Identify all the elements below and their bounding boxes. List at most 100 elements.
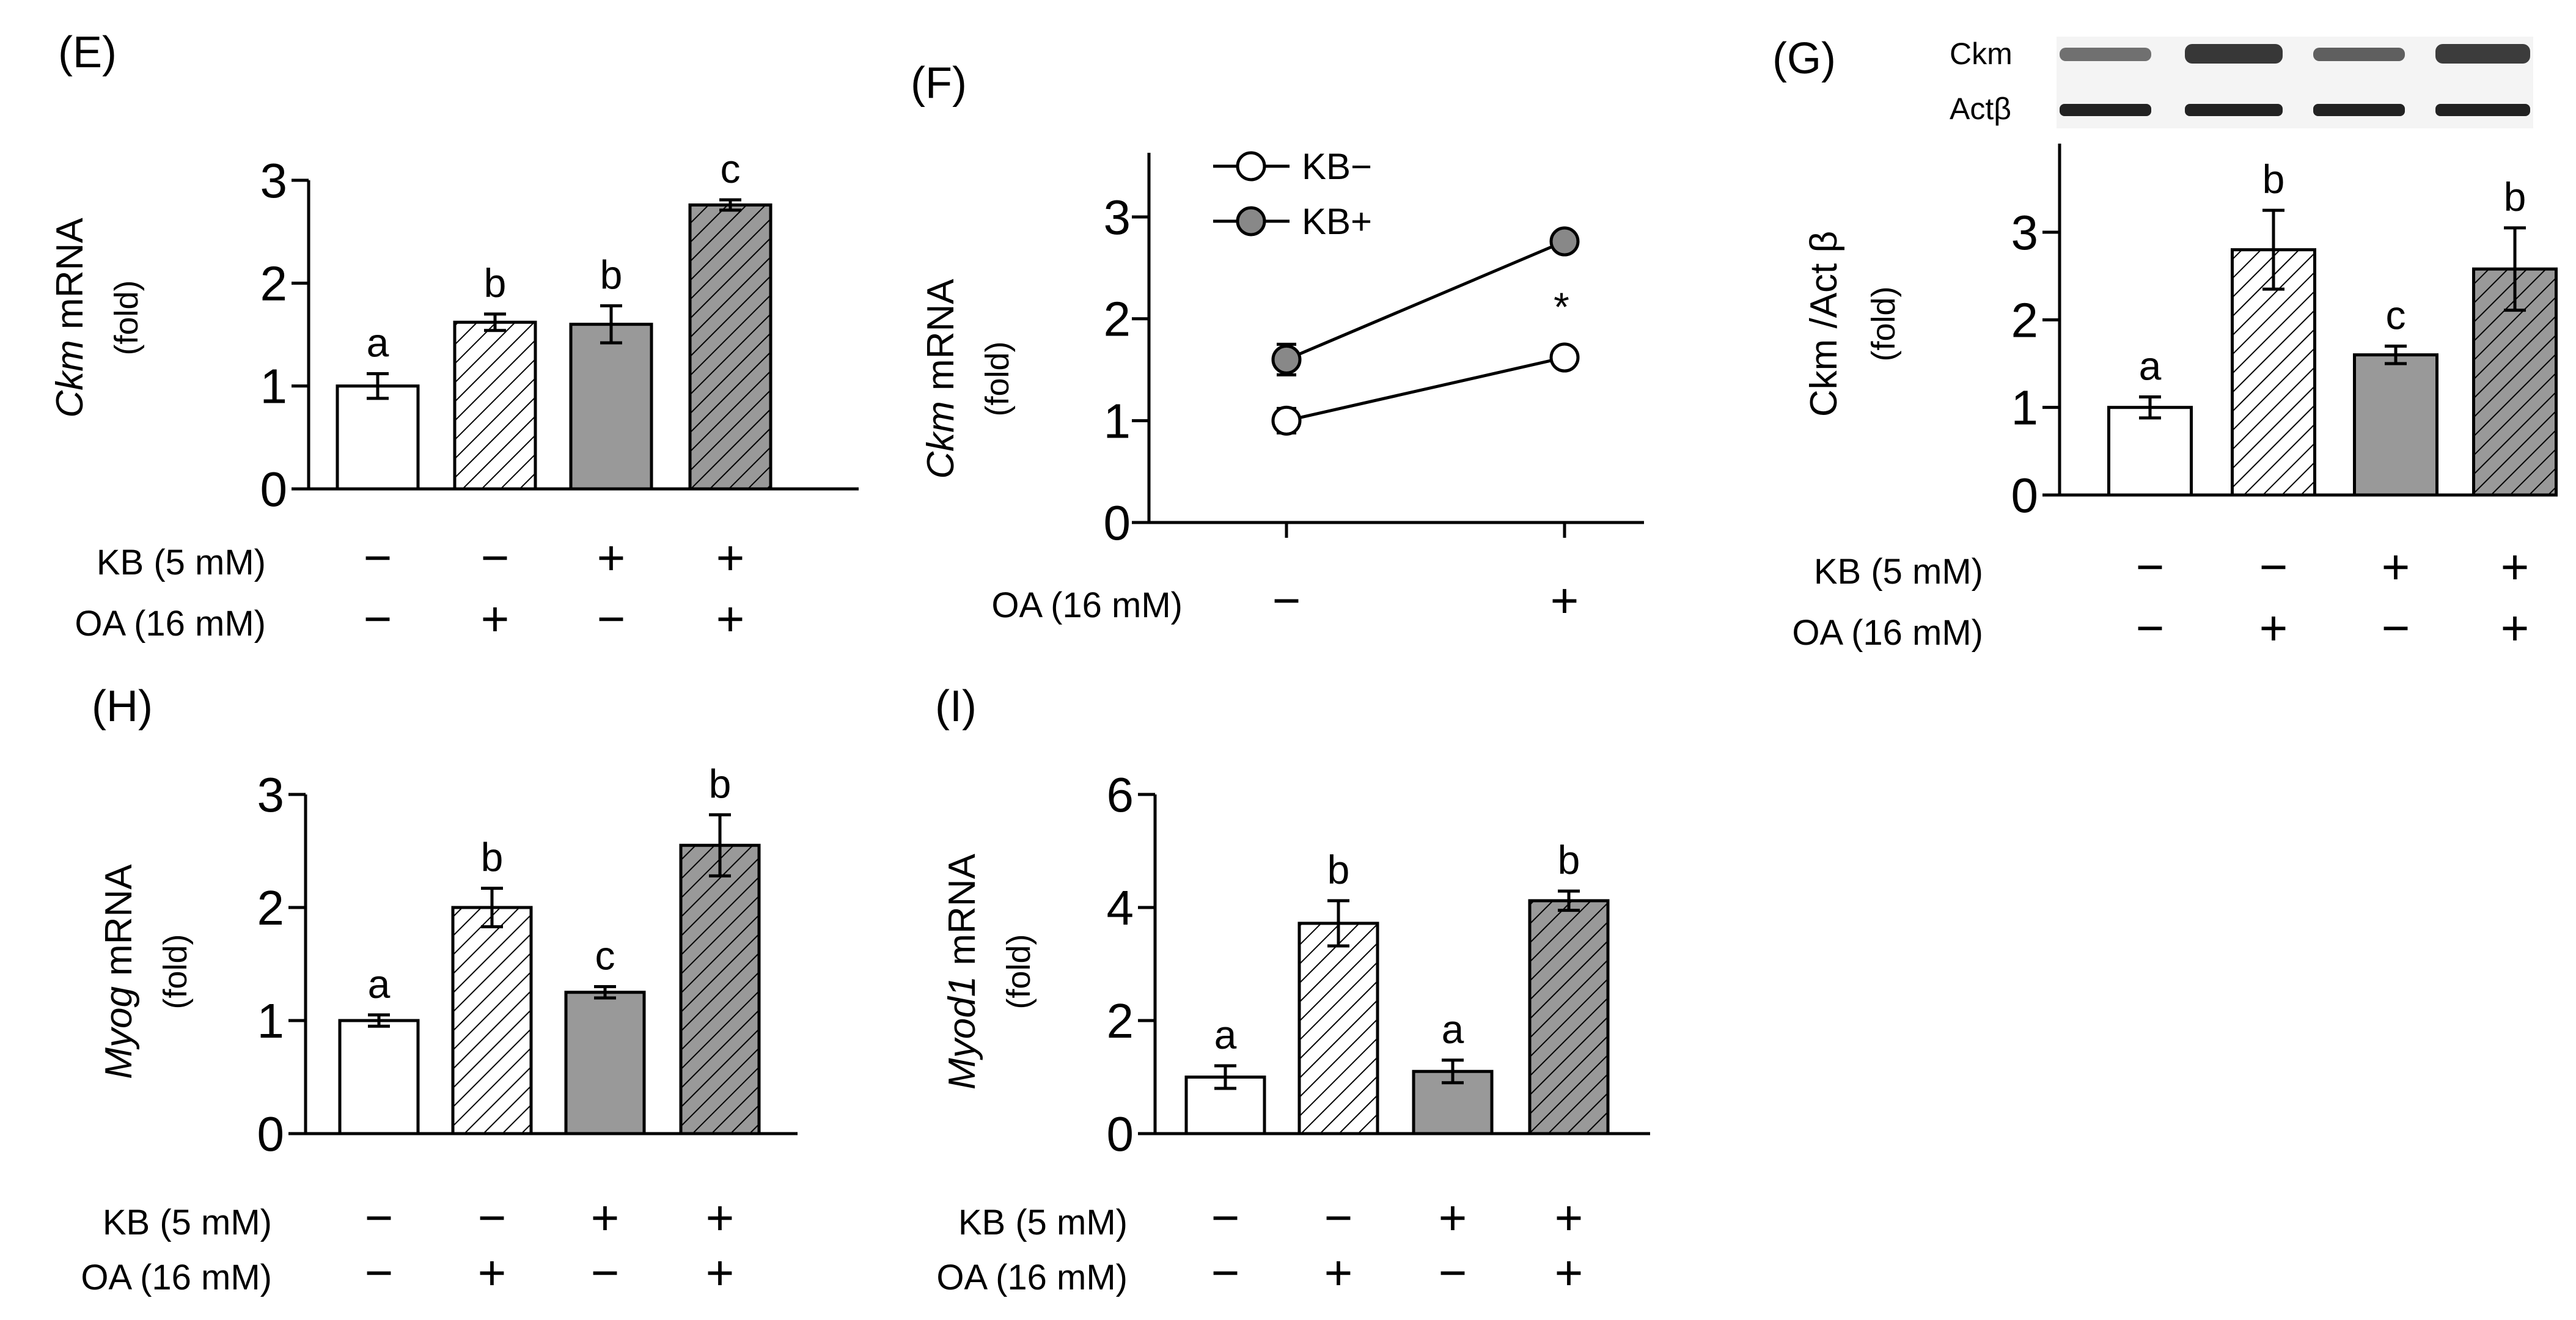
- panel-f: (F) Ckm mRNA (fold) 0 1 2 3 * KB− KB+ OA (1…: [911, 59, 1644, 628]
- panel-e-sig-letter-2: b: [484, 260, 507, 306]
- panel-g-kb-symbol-2: −: [2259, 540, 2288, 594]
- panel-h-ylabel-unit: (fold): [157, 934, 194, 1009]
- panel-g-oa-symbol-4: +: [2501, 601, 2530, 655]
- panel-i-kb-symbol-2: −: [1324, 1190, 1353, 1245]
- panel-f-point-2-2: [1549, 226, 1580, 257]
- panel-f-legend: KB− KB+: [1213, 146, 1372, 242]
- panel-i-oa-label: OA (16 mM): [936, 1258, 1128, 1297]
- panel-e-ytick-label-3: 3: [260, 153, 288, 208]
- panel-g-ytick-label-1: 1: [2011, 381, 2039, 435]
- panel-g-sig-letter-1: a: [2139, 343, 2162, 388]
- panel-h-errorbar-4: [709, 813, 731, 878]
- panel-h-ytick-label-2: 2: [257, 881, 285, 935]
- blot-label-ckm: Ckm: [1950, 37, 2013, 71]
- legend-kb-plus-marker: [1236, 206, 1266, 237]
- panel-i-kb-symbol-4: +: [1555, 1190, 1583, 1245]
- panel-e-bar-1: [336, 384, 420, 491]
- panel-h-ytick-label-0: 0: [257, 1107, 285, 1161]
- panel-g-oa-symbol-1: −: [2136, 601, 2165, 655]
- panel-f-series: [1271, 226, 1580, 436]
- panel-g-sig-letter-2: b: [2262, 156, 2285, 202]
- panel-i-bar-3: [1412, 1069, 1494, 1135]
- panel-f-point-1-1: [1271, 405, 1302, 436]
- panel-g-sig-letter-3: c: [2386, 292, 2406, 337]
- panel-e-sig-letter-1: a: [367, 320, 389, 365]
- panel-i-ytick-label-3: 6: [1107, 768, 1134, 822]
- panel-f-ylabel: Ckm mRNA: [920, 279, 962, 479]
- panel-i-errorbar-4: [1558, 889, 1580, 912]
- panel-h-oa-symbol-1: −: [365, 1245, 394, 1300]
- panel-f-point-1-2: [1549, 342, 1580, 373]
- panel-h-errorbar-3: [594, 985, 616, 1000]
- panel-i-kb-symbol-1: −: [1211, 1190, 1240, 1245]
- panel-f-ytick-label-3: 3: [1104, 190, 1131, 244]
- panel-g-oa-symbol-3: −: [2382, 601, 2410, 655]
- panel-e-ylabel-suffix: mRNA: [49, 218, 91, 340]
- panel-g-oa-symbol-2: +: [2259, 601, 2288, 655]
- panel-e-ylabel-unit: (fold): [108, 280, 145, 355]
- panel-h-ylabel-suffix: mRNA: [98, 864, 140, 986]
- panel-i-ylabel-suffix: mRNA: [941, 853, 983, 975]
- panel-g-bar-3: [2353, 353, 2438, 497]
- panel-h-oa-symbol-3: −: [591, 1245, 620, 1300]
- panel-g: (G) Ckm Actβ Ckm /Act β (fold) 0 1 2 3 a b c b…: [1772, 34, 2558, 655]
- panel-g-bars: a b c b: [2107, 156, 2558, 497]
- panel-h-kb-symbol-3: +: [591, 1190, 620, 1245]
- panel-g-ytick-label-2: 2: [2011, 293, 2039, 347]
- panel-g-kb-symbol-1: −: [2136, 540, 2165, 594]
- panel-e-oa-symbol-1: −: [364, 592, 392, 646]
- panel-i-sig-letter-2: b: [1327, 847, 1350, 892]
- panel-i-bars: a b a b: [1184, 837, 1610, 1135]
- svg-text:Ckm mRNA: Ckm mRNA: [920, 279, 962, 479]
- panel-h: (H) Myog mRNA (fold) 0 1 2 3 a b c b KB (5 mM)…: [81, 682, 798, 1300]
- panel-e-errorbar-1: [367, 372, 389, 400]
- svg-text:Myod1 mRNA: Myod1 mRNA: [941, 853, 983, 1090]
- panel-e-conditions: − − + + − + − +: [364, 530, 745, 646]
- panel-f-ytick-label-0: 0: [1104, 496, 1131, 550]
- panel-g-errorbar-3: [2385, 344, 2407, 365]
- svg-text:Myog mRNA: Myog mRNA: [98, 864, 140, 1079]
- panel-g-ylabel: Ckm /Act β: [1803, 231, 1845, 417]
- panel-e-kb-symbol-2: −: [481, 530, 510, 585]
- panel-i-oa-symbol-1: −: [1211, 1245, 1240, 1300]
- panel-i-y-ticks: 0 2 4 6: [1107, 768, 1155, 1161]
- panel-h-oa-symbol-2: +: [478, 1245, 507, 1300]
- panel-i-kb-symbol-3: +: [1439, 1190, 1467, 1245]
- panel-f-ylabel-unit: (fold): [979, 341, 1016, 416]
- panel-e-ylabel-gene: Ckm: [49, 340, 91, 417]
- panel-h-conditions: − − + +− + − +: [365, 1190, 735, 1300]
- panel-i-sig-letter-3: a: [1442, 1007, 1464, 1052]
- panel-e-ylabel: Ckm mRNA: [49, 218, 91, 418]
- blot-label-actb: Actβ: [1950, 92, 2011, 126]
- panel-g-errorbar-4: [2504, 226, 2526, 312]
- panel-h-bar-4: [679, 843, 761, 1135]
- panel-h-ylabel: Myog mRNA: [98, 864, 140, 1079]
- panel-e-y-ticks: 0 1 2 3: [260, 153, 309, 516]
- panel-h-oa-symbol-4: +: [706, 1245, 735, 1300]
- panel-e-oa-symbol-2: +: [481, 592, 510, 646]
- panel-e-sig-letter-4: c: [721, 146, 741, 191]
- panel-i-conditions: − − + +− + − +: [1211, 1190, 1583, 1300]
- panel-e-oa-label: OA (16 mM): [75, 604, 266, 644]
- panel-f-point-2-1: [1271, 344, 1302, 375]
- panel-e-bar-2: [453, 320, 537, 491]
- panel-g-errorbar-1: [2139, 395, 2161, 420]
- panel-h-errorbar-2: [481, 887, 503, 928]
- panel-g-kb-label: KB (5 mM): [1814, 552, 1983, 592]
- western-blot-image: [2057, 37, 2533, 128]
- panel-f-ylabel-gene: Ckm: [920, 401, 962, 479]
- panel-i-sig-letter-1: a: [1214, 1012, 1237, 1057]
- panel-i-oa-symbol-3: −: [1439, 1245, 1467, 1300]
- panel-h-sig-letter-4: b: [709, 761, 732, 806]
- panel-f-ytick-label-1: 1: [1104, 394, 1131, 448]
- panel-h-bars: a b c b: [338, 761, 761, 1135]
- panel-f-oa-label: OA (16 mM): [991, 585, 1183, 625]
- panel-h-ytick-label-1: 1: [257, 994, 285, 1048]
- panel-f-ytick-label-2: 2: [1104, 292, 1131, 346]
- panel-i-oa-symbol-4: +: [1555, 1245, 1583, 1300]
- legend-kb-minus-label: KB−: [1302, 146, 1372, 187]
- panel-i-sig-letter-4: b: [1558, 837, 1580, 882]
- panel-e-kb-symbol-3: +: [597, 530, 626, 585]
- panel-g-conditions: − − + + − + − +: [2136, 540, 2530, 655]
- panel-i-bar-4: [1528, 899, 1610, 1135]
